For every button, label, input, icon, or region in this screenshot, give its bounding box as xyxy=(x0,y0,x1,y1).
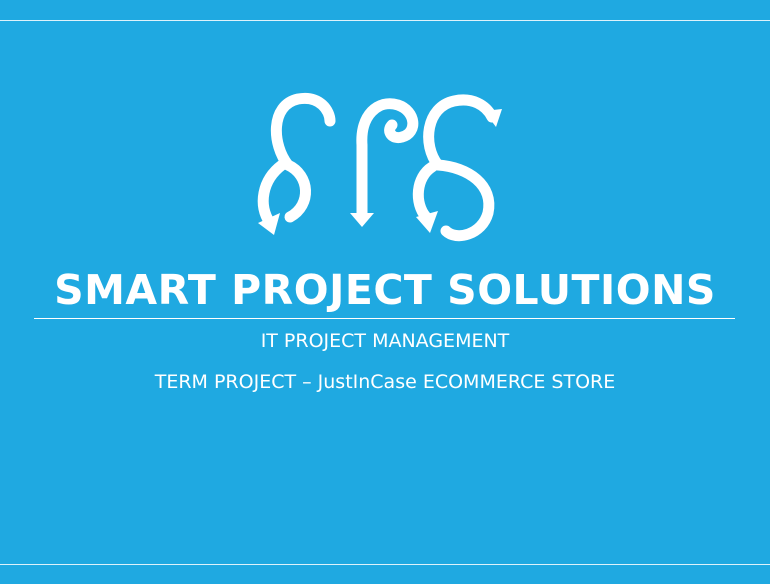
sps-swirl-arrows-logo-icon xyxy=(257,92,502,241)
subtitle-project: TERM PROJECT – JustInCase ECOMMERCE STOR… xyxy=(154,371,616,393)
bottom-divider xyxy=(0,564,770,565)
top-divider xyxy=(0,20,770,21)
subtitle-course: IT PROJECT MANAGEMENT xyxy=(260,330,510,352)
title-underline xyxy=(34,318,735,319)
slide-title: SMART PROJECT SOLUTIONS xyxy=(54,266,716,314)
